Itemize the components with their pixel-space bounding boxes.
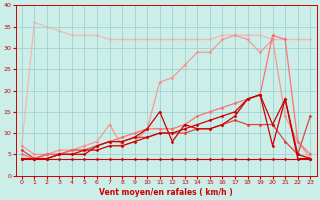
X-axis label: Vent moyen/en rafales ( km/h ): Vent moyen/en rafales ( km/h ) — [99, 188, 233, 197]
